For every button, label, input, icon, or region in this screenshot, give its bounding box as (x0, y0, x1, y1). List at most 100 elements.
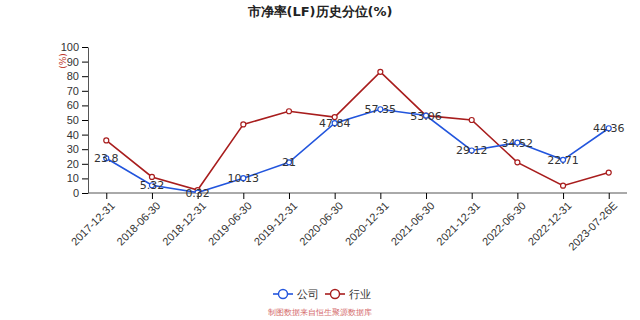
x-axis: 2017-12-312018-06-302018-12-312019-06-30… (69, 193, 627, 253)
data-label: 44.36 (593, 122, 625, 135)
data-label: 22.71 (547, 154, 579, 167)
x-tick: 2017-12-31 (69, 193, 117, 248)
y-tick-line (82, 135, 88, 136)
y-tick: 50 (67, 114, 88, 126)
x-tick: 2019-06-30 (206, 193, 254, 248)
y-tick-label: 20 (67, 158, 79, 170)
y-tick-line (82, 76, 88, 77)
y-tick-line (82, 193, 88, 194)
x-tick-line (609, 193, 610, 199)
y-tick-line (82, 47, 88, 48)
y-tick: 10 (67, 172, 88, 184)
y-tick-label: 30 (67, 143, 79, 155)
x-tick-label: 2019-06-30 (206, 199, 254, 247)
y-tick-label: 70 (67, 85, 79, 97)
data-label: 34.52 (502, 137, 534, 150)
x-tick-label: 2022-12-31 (525, 199, 573, 247)
point (104, 138, 109, 143)
point (286, 109, 291, 114)
x-tick-label: 2021-06-30 (388, 199, 436, 247)
series-line (106, 109, 608, 192)
series-line (106, 72, 608, 190)
point (515, 160, 520, 165)
y-tick-label: 90 (67, 56, 79, 68)
x-tick-label: 2020-12-31 (343, 199, 391, 247)
y-tick-label: 60 (67, 99, 79, 111)
x-tick: 2022-06-30 (480, 193, 528, 248)
data-label: 10.13 (228, 172, 260, 185)
y-tick: 0 (73, 187, 88, 199)
y-tick-label: 100 (61, 41, 79, 53)
data-label: 47.84 (319, 117, 351, 130)
plot-area (104, 69, 611, 193)
x-tick: 2021-06-30 (388, 193, 436, 248)
y-tick-line (82, 164, 88, 165)
x-tick-label: 2020-06-30 (297, 199, 345, 247)
legend-item: 行业 (325, 288, 371, 301)
x-tick-label: 2018-12-31 (160, 199, 208, 247)
point (561, 183, 566, 188)
x-tick-line (243, 193, 244, 199)
y-tick-label: 10 (67, 172, 79, 184)
x-tick-line (472, 193, 473, 199)
data-label: 29.12 (456, 144, 488, 157)
y-tick: 40 (67, 129, 88, 141)
title: 市净率(LF)历史分位(%) (247, 4, 393, 19)
legend: 公司 行业 (273, 288, 371, 301)
y-tick-line (82, 91, 88, 92)
y-tick-line (82, 149, 88, 150)
y-tick: 100 (61, 41, 88, 53)
point (378, 69, 383, 74)
legend-marker (331, 290, 340, 299)
legend-label: 行业 (349, 288, 371, 301)
x-tick: 2019-12-31 (251, 193, 299, 248)
data-label: 5.32 (140, 179, 165, 192)
y-tick: 20 (67, 158, 88, 170)
y-tick-line (82, 120, 88, 121)
data-label: 23.8 (94, 152, 119, 165)
x-tick: 2022-12-31 (525, 193, 573, 248)
x-tick: 2018-12-31 (160, 193, 208, 248)
point (469, 118, 474, 123)
y-tick-line (82, 178, 88, 179)
data-label: 0.32 (185, 187, 210, 200)
x-tick-line (152, 193, 153, 199)
data-labels: 23.85.320.3210.132147.8457.3553.0629.123… (94, 103, 624, 199)
x-tick-label: 2021-12-31 (434, 199, 482, 247)
x-tick-label: 2017-12-31 (69, 199, 117, 247)
legend-label: 公司 (297, 288, 319, 301)
data-label: 53.06 (410, 110, 442, 123)
x-tick-line (289, 193, 290, 199)
y-tick: 70 (67, 85, 88, 97)
y-tick-line (82, 105, 88, 106)
point (606, 170, 611, 175)
y-tick-label: 40 (67, 129, 79, 141)
y-tick: 60 (67, 99, 88, 111)
point (241, 122, 246, 127)
y-tick-label: 0 (73, 187, 79, 199)
x-tick-label: 2019-12-31 (251, 199, 299, 247)
y-axis-line (88, 48, 89, 194)
data-label: 21 (282, 156, 296, 169)
y-tick-label: 80 (67, 70, 79, 82)
legend-marker (279, 290, 288, 299)
y-axis-title: (%) (58, 53, 68, 69)
x-tick-label: 2022-06-30 (480, 199, 528, 247)
x-tick: 2020-06-30 (297, 193, 345, 248)
x-tick-line (335, 193, 336, 199)
source: 制图数据来自恒生聚源数据库 (268, 308, 372, 317)
y-tick-label: 50 (67, 114, 79, 126)
chart: 市净率(LF)历史分位(%) 0 10 20 30 40 50 60 70 80 90 100 2017… (0, 0, 640, 320)
y-tick: 30 (67, 143, 88, 155)
x-tick-line (106, 193, 107, 199)
x-tick-line (517, 193, 518, 199)
y-tick-line (82, 62, 88, 63)
x-tick: 2020-12-31 (343, 193, 391, 248)
y-tick: 80 (67, 70, 88, 82)
x-tick-label: 2023-07-26E (566, 199, 619, 252)
x-axis-line (88, 193, 627, 194)
x-tick-line (380, 193, 381, 199)
legend-item: 公司 (273, 288, 319, 301)
x-tick-line (426, 193, 427, 199)
x-tick: 2021-12-31 (434, 193, 482, 248)
